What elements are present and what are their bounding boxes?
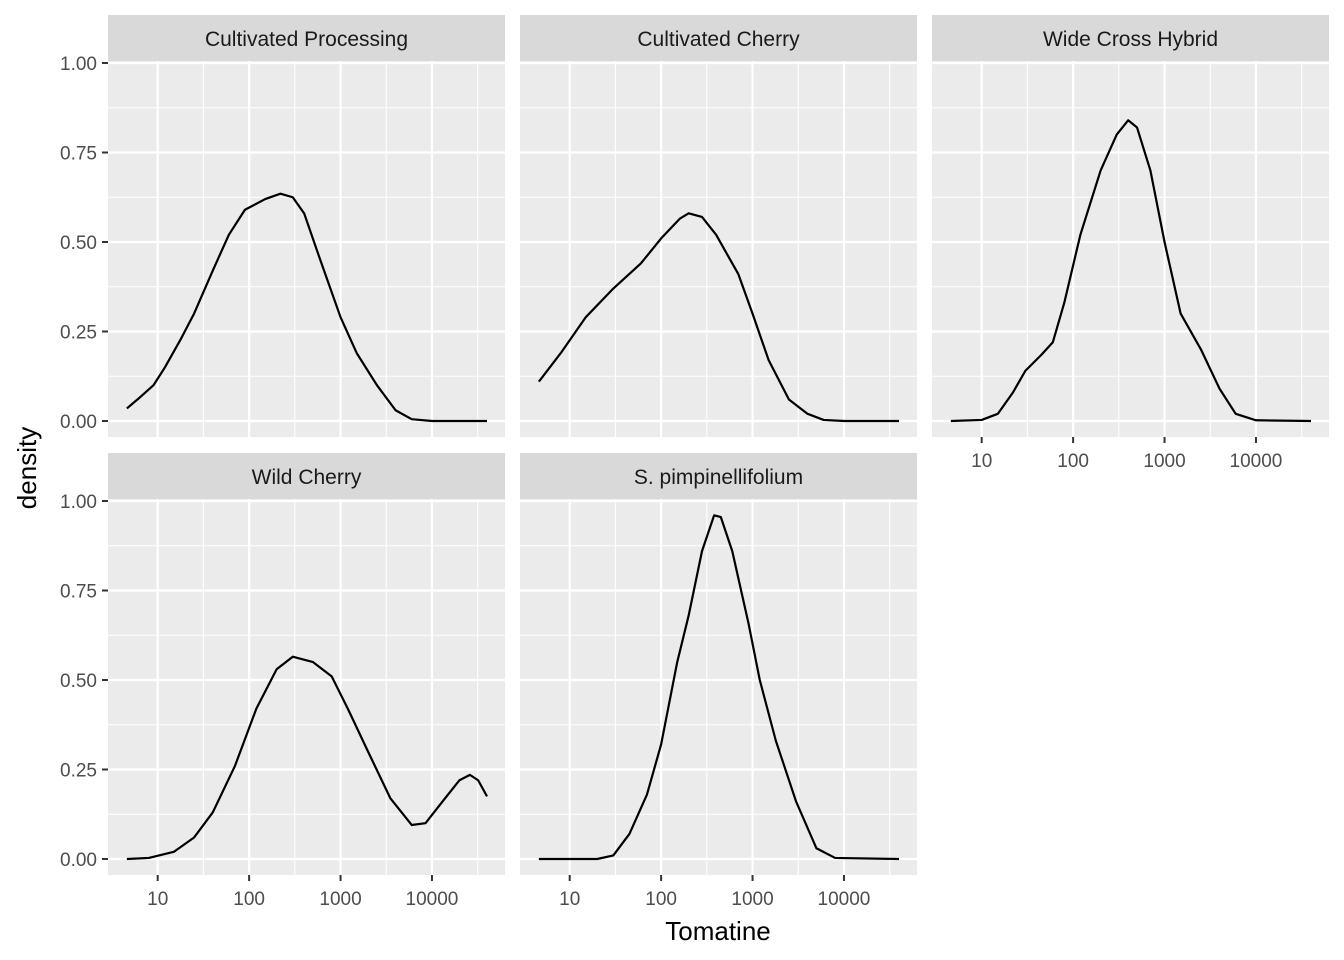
facet-s-pimpinellifolium: S. pimpinellifolium bbox=[520, 453, 917, 875]
x-tick-label: 1000 bbox=[731, 889, 773, 910]
panel-background bbox=[108, 61, 505, 437]
facet-strip bbox=[108, 453, 505, 499]
y-tick-label: 0.75 bbox=[60, 582, 97, 603]
y-tick-label: 0.25 bbox=[60, 323, 97, 344]
y-tick-label: 0.00 bbox=[60, 412, 97, 433]
x-tick-label: 100 bbox=[645, 889, 677, 910]
panel-background bbox=[520, 499, 917, 875]
facet-title: Cultivated Processing bbox=[205, 28, 408, 51]
y-tick-label: 1.00 bbox=[60, 492, 97, 513]
y-tick-label: 0.50 bbox=[60, 671, 97, 692]
x-tick-label: 10 bbox=[147, 889, 168, 910]
y-tick-label: 0.50 bbox=[60, 233, 97, 254]
x-tick-label: 10 bbox=[559, 889, 580, 910]
facet-strip bbox=[932, 15, 1329, 61]
y-axis-title: density bbox=[12, 427, 42, 509]
density-curve bbox=[126, 192, 487, 423]
facet-cultivated-cherry: Cultivated Cherry bbox=[520, 15, 917, 437]
panel-background bbox=[520, 61, 917, 437]
x-tick-label: 10000 bbox=[406, 889, 459, 910]
y-tick-label: 0.25 bbox=[60, 761, 97, 782]
facet-title: S. pimpinellifolium bbox=[634, 466, 803, 489]
y-tick-label: 1.00 bbox=[60, 54, 97, 75]
axes: 0.00 0.25 0.50 0.75 1.00 10 100 1000 10000 0.00 0.… bbox=[60, 54, 1282, 910]
density-curve bbox=[950, 119, 1312, 423]
x-tick-label: 10000 bbox=[1230, 451, 1283, 472]
x-tick-label: 10000 bbox=[818, 889, 871, 910]
facet-strip bbox=[108, 15, 505, 61]
panel-background bbox=[932, 61, 1329, 437]
density-curve bbox=[538, 514, 900, 861]
facet-title: Wild Cherry bbox=[252, 466, 362, 489]
x-tick-label: 100 bbox=[1057, 451, 1089, 472]
panels: Cultivated Processing Cultivated Cherry Wi… bbox=[108, 15, 1329, 875]
facet-title: Wide Cross Hybrid bbox=[1043, 28, 1218, 51]
facet-wide-cross-hybrid: Wide Cross Hybrid bbox=[932, 15, 1329, 437]
facet-strip bbox=[520, 453, 917, 499]
facet-cultivated-processing: Cultivated Processing bbox=[108, 15, 505, 437]
facet-title: Cultivated Cherry bbox=[637, 28, 800, 51]
density-curve bbox=[126, 655, 488, 861]
facet-strip bbox=[520, 15, 917, 61]
x-axis-title: Tomatine bbox=[665, 916, 771, 946]
y-tick-label: 0.75 bbox=[60, 144, 97, 165]
facet-wild-cherry: Wild Cherry bbox=[108, 453, 505, 875]
y-tick-label: 0.00 bbox=[60, 850, 97, 871]
density-curve bbox=[537, 212, 899, 423]
x-tick-label: 1000 bbox=[1143, 451, 1185, 472]
x-tick-label: 10 bbox=[971, 451, 992, 472]
x-tick-label: 100 bbox=[233, 889, 265, 910]
x-tick-label: 1000 bbox=[319, 889, 361, 910]
panel-background bbox=[108, 499, 505, 875]
